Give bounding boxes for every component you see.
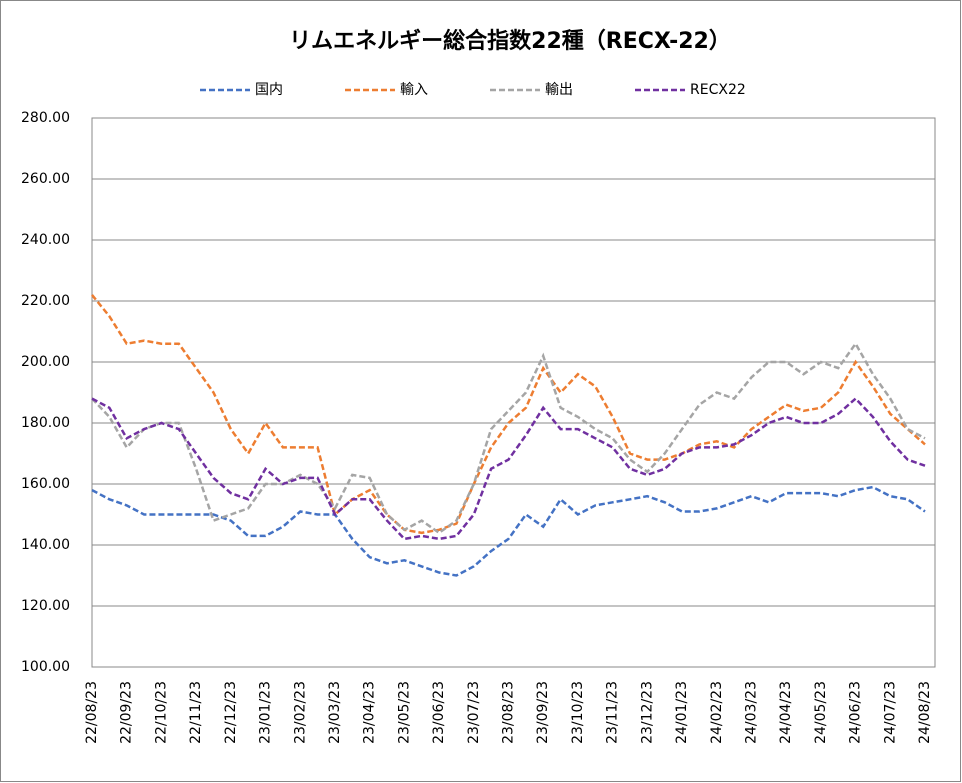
y-tick-label: 220.00 [21,293,70,309]
x-tick-label: 23/06/23 [431,681,447,744]
x-tick-label: 23/11/23 [605,681,621,744]
chart-title: リムエネルギー総合指数22種（RECX-22） [289,28,731,54]
y-tick-label: 280.00 [21,110,70,126]
x-tick-label: 24/08/23 [917,681,933,744]
y-tick-label: 200.00 [21,354,70,370]
x-tick-label: 23/04/23 [362,681,378,744]
x-tick-label: 24/01/23 [674,681,690,744]
x-tick-label: 22/12/23 [223,681,239,744]
x-tick-label: 23/08/23 [501,681,517,744]
legend-label: 国内 [255,82,283,98]
x-tick-label: 24/03/23 [743,681,759,744]
series-line [91,294,926,535]
series-line [91,341,926,535]
y-tick-label: 180.00 [21,415,70,431]
y-tick-label: 260.00 [21,171,70,187]
x-tick-label: 22/09/23 [119,681,135,744]
x-tick-label: 23/10/23 [570,681,586,744]
x-tick-label: 24/07/23 [882,681,898,744]
x-tick-label: 23/07/23 [466,681,482,744]
x-tick-label: 23/02/23 [292,681,308,744]
x-tick-label: 23/09/23 [535,681,551,744]
x-tick-label: 23/01/23 [258,681,274,744]
y-tick-label: 140.00 [21,537,70,553]
y-tick-label: 120.00 [21,598,70,614]
x-tick-label: 23/05/23 [396,681,412,744]
series-line [91,396,926,541]
legend-label: 輸出 [545,82,573,98]
y-tick-label: 240.00 [21,232,70,248]
legend-label: 輸入 [400,82,428,98]
legend-label: RECX22 [690,82,746,98]
x-tick-label: 24/04/23 [778,681,794,744]
series-line [91,485,926,577]
y-tick-label: 100.00 [21,659,70,675]
x-tick-label: 24/05/23 [813,681,829,744]
x-tick-label: 24/06/23 [848,681,864,744]
x-tick-label: 24/02/23 [709,681,725,744]
x-tick-label: 23/12/23 [639,681,655,744]
y-tick-label: 160.00 [21,476,70,492]
x-tick-label: 22/10/23 [153,681,169,744]
x-tick-label: 22/11/23 [188,681,204,744]
x-tick-label: 23/03/23 [327,681,343,744]
x-tick-label: 22/08/23 [84,681,100,744]
